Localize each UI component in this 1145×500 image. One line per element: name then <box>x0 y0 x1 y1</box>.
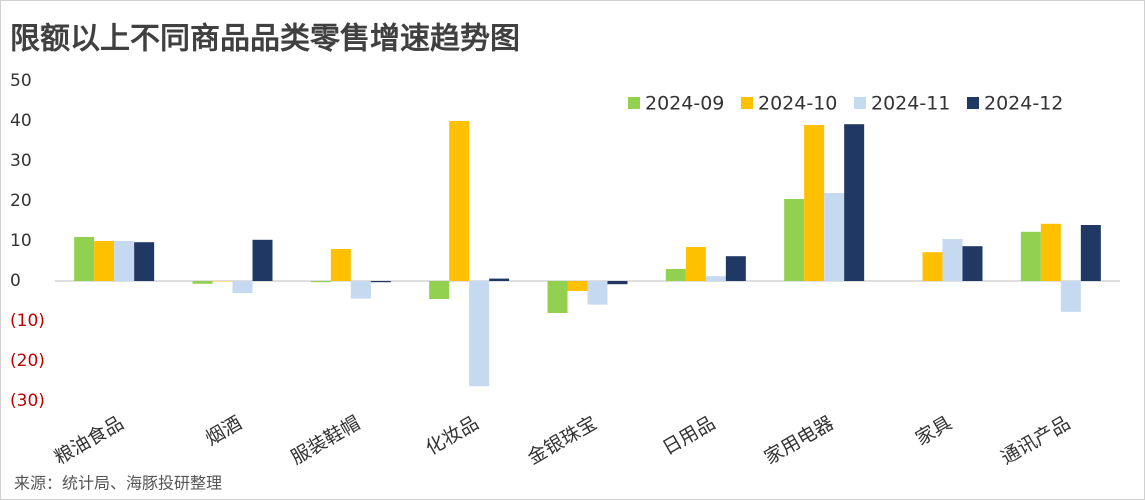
bar <box>567 281 588 291</box>
source-note: 来源：统计局、海豚投研整理 <box>14 474 222 493</box>
bar <box>252 239 273 281</box>
bar <box>350 281 371 299</box>
y-tick-label: (20) <box>10 351 45 371</box>
y-tick-label: 40 <box>10 111 32 131</box>
bar <box>469 281 490 387</box>
bar <box>804 125 825 281</box>
legend-label: 2024-11 <box>871 93 950 115</box>
y-tick-label: 20 <box>10 191 32 211</box>
legend-swatch <box>967 97 979 109</box>
y-tick-label: 0 <box>10 271 21 291</box>
bar <box>429 281 450 299</box>
legend-swatch <box>854 97 866 109</box>
bar <box>725 256 746 281</box>
bar <box>922 252 943 281</box>
chart-title: 限额以上不同商品品类零售增速趋势图 <box>10 22 520 57</box>
legend-swatch <box>741 97 753 109</box>
y-tick-label: (10) <box>10 311 45 331</box>
y-tick-label: (30) <box>10 391 45 411</box>
bar <box>449 121 470 281</box>
bar <box>232 281 253 293</box>
bar <box>665 269 686 281</box>
bar <box>1080 225 1101 281</box>
bar <box>74 237 95 281</box>
bar <box>824 193 845 281</box>
bar <box>685 247 706 281</box>
bar <box>489 278 510 281</box>
y-tick-label: 50 <box>10 71 32 91</box>
bar <box>212 281 233 282</box>
bar <box>547 281 568 313</box>
bar <box>370 281 391 283</box>
bar <box>1040 223 1061 281</box>
bar <box>942 239 963 281</box>
legend-label: 2024-12 <box>984 93 1063 115</box>
bar <box>1060 281 1081 312</box>
bar <box>1020 231 1041 281</box>
legend-swatch <box>628 97 640 109</box>
legend-label: 2024-09 <box>645 93 724 115</box>
bar <box>705 276 726 281</box>
bar <box>94 241 115 281</box>
bar <box>607 281 628 285</box>
bar <box>844 124 865 281</box>
y-tick-label: 30 <box>10 151 32 171</box>
bar <box>330 249 351 281</box>
bar <box>784 199 805 281</box>
bar <box>310 281 331 283</box>
bar <box>192 281 213 284</box>
legend-label: 2024-10 <box>758 93 837 115</box>
bar <box>962 246 983 281</box>
bar <box>134 242 155 281</box>
y-tick-label: 10 <box>10 231 32 251</box>
bar <box>114 241 135 281</box>
bar <box>587 281 608 305</box>
